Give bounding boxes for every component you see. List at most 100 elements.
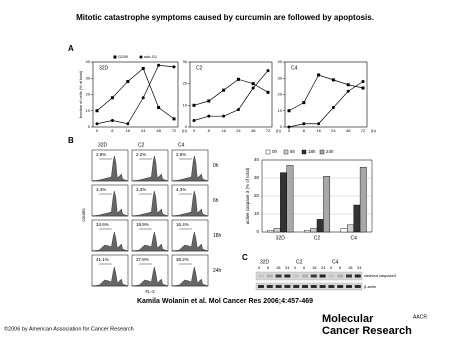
gate-percent: 38.2% — [176, 257, 189, 262]
y-tick-label: 0 — [280, 124, 283, 129]
blot-band — [275, 274, 282, 278]
x-tick-label: C4 — [350, 235, 357, 241]
point — [266, 69, 270, 73]
bar — [303, 229, 311, 233]
series-line — [96, 67, 175, 120]
histogram-shape — [171, 231, 209, 252]
legend-label: 6h — [290, 149, 296, 154]
citation: Kamila Wolanin et al. Mol Cancer Res 200… — [137, 298, 313, 305]
legend-marker — [139, 55, 143, 59]
histogram-shape — [91, 231, 129, 252]
chart-subtitle: C2 — [196, 65, 203, 71]
y-tick-label: 20 — [183, 81, 188, 86]
point — [317, 73, 321, 77]
lane-time: 0 — [258, 265, 261, 270]
blot-band — [319, 274, 326, 278]
point — [141, 67, 145, 70]
bar — [267, 229, 275, 233]
blot-band — [266, 285, 273, 288]
logo-text: Molecular — [322, 313, 374, 325]
histogram-shape — [171, 266, 209, 287]
logo-text: Cancer Research — [322, 325, 412, 337]
x-tick-label: 0 — [288, 128, 291, 133]
histogram-shape — [131, 155, 169, 182]
point — [266, 90, 270, 94]
legend-marker — [301, 149, 307, 155]
y-tick-label: 30 — [278, 75, 283, 80]
legend-label: sub-G1 — [144, 54, 158, 59]
point — [331, 106, 335, 109]
gate-percent: 16.4% — [176, 222, 189, 227]
legend-marker — [113, 55, 117, 59]
y-axis-label: active caspase 3 (% of total) — [245, 167, 250, 224]
point — [222, 114, 226, 118]
blot-band — [284, 285, 291, 288]
blot-band — [293, 285, 300, 288]
y-axis-label: counts — [81, 208, 86, 222]
blot-band — [302, 274, 308, 278]
point — [157, 106, 161, 109]
legend-marker — [283, 149, 289, 155]
x-tick-label: 48 — [251, 128, 256, 133]
gate-percent: 2.9% — [96, 152, 106, 157]
lane-time: 24 — [321, 265, 326, 270]
legend-label: G2/M — [118, 54, 128, 59]
point — [346, 89, 350, 93]
point — [222, 88, 226, 92]
bar — [286, 165, 294, 233]
x-tick-label: 0 — [193, 128, 196, 133]
blot-band — [275, 285, 282, 288]
row-label: 24h — [213, 268, 222, 274]
point — [236, 108, 240, 112]
band-label: cleaved caspase3 — [364, 273, 397, 278]
x-tick-label: 16 — [126, 128, 131, 133]
gate-percent: 41.1% — [96, 257, 109, 262]
point — [302, 122, 306, 126]
column-label: 32D — [98, 142, 108, 148]
y-tick-label: 40 — [254, 157, 260, 162]
point — [251, 86, 255, 90]
point — [110, 96, 114, 100]
y-tick-label: 20 — [86, 92, 91, 97]
gate-percent: 19.9% — [136, 222, 149, 227]
lane-time: 18 — [348, 265, 353, 270]
bar — [359, 166, 367, 233]
point — [126, 80, 130, 83]
row-label: 18h — [213, 233, 222, 239]
title: Mitotic catastrophe symptoms caused by c… — [76, 13, 374, 22]
point — [251, 82, 255, 86]
lane-time: 18 — [312, 265, 317, 270]
x-tick-label: 8 — [208, 128, 211, 133]
y-tick-label: 10 — [86, 108, 91, 113]
series-line — [288, 81, 364, 128]
copyright: ©2006 by American Association for Cancer… — [4, 325, 134, 332]
blot-band — [302, 285, 308, 288]
x-tick-label: 16 — [316, 128, 321, 133]
bar — [273, 228, 281, 233]
lane-group: C4 — [332, 259, 339, 265]
series-line — [193, 70, 269, 121]
x-tick-label: 72 — [172, 128, 177, 133]
y-tick-label: 0 — [185, 124, 188, 129]
x-tick-label: 48 — [346, 128, 351, 133]
lane-time: 24 — [285, 265, 290, 270]
point — [287, 109, 291, 113]
lane-group: C2 — [296, 259, 303, 265]
lane-time: 0 — [330, 265, 333, 270]
x-tick-label: 24 — [331, 128, 336, 133]
point — [361, 80, 365, 83]
x-tick-label: C2 — [314, 235, 321, 241]
y-tick-label: 0 — [256, 229, 259, 234]
point — [207, 99, 211, 103]
chart-subtitle: 32D — [99, 65, 109, 71]
gate-percent: 4.3% — [176, 187, 186, 192]
point — [110, 119, 114, 122]
x-tick-label: 8 — [303, 128, 306, 133]
series-line — [96, 64, 175, 125]
point — [95, 109, 99, 113]
blot-band — [258, 274, 264, 278]
lane-time: 18 — [276, 265, 281, 270]
y-tick-label: 40 — [278, 59, 283, 64]
blot-band — [293, 274, 300, 278]
